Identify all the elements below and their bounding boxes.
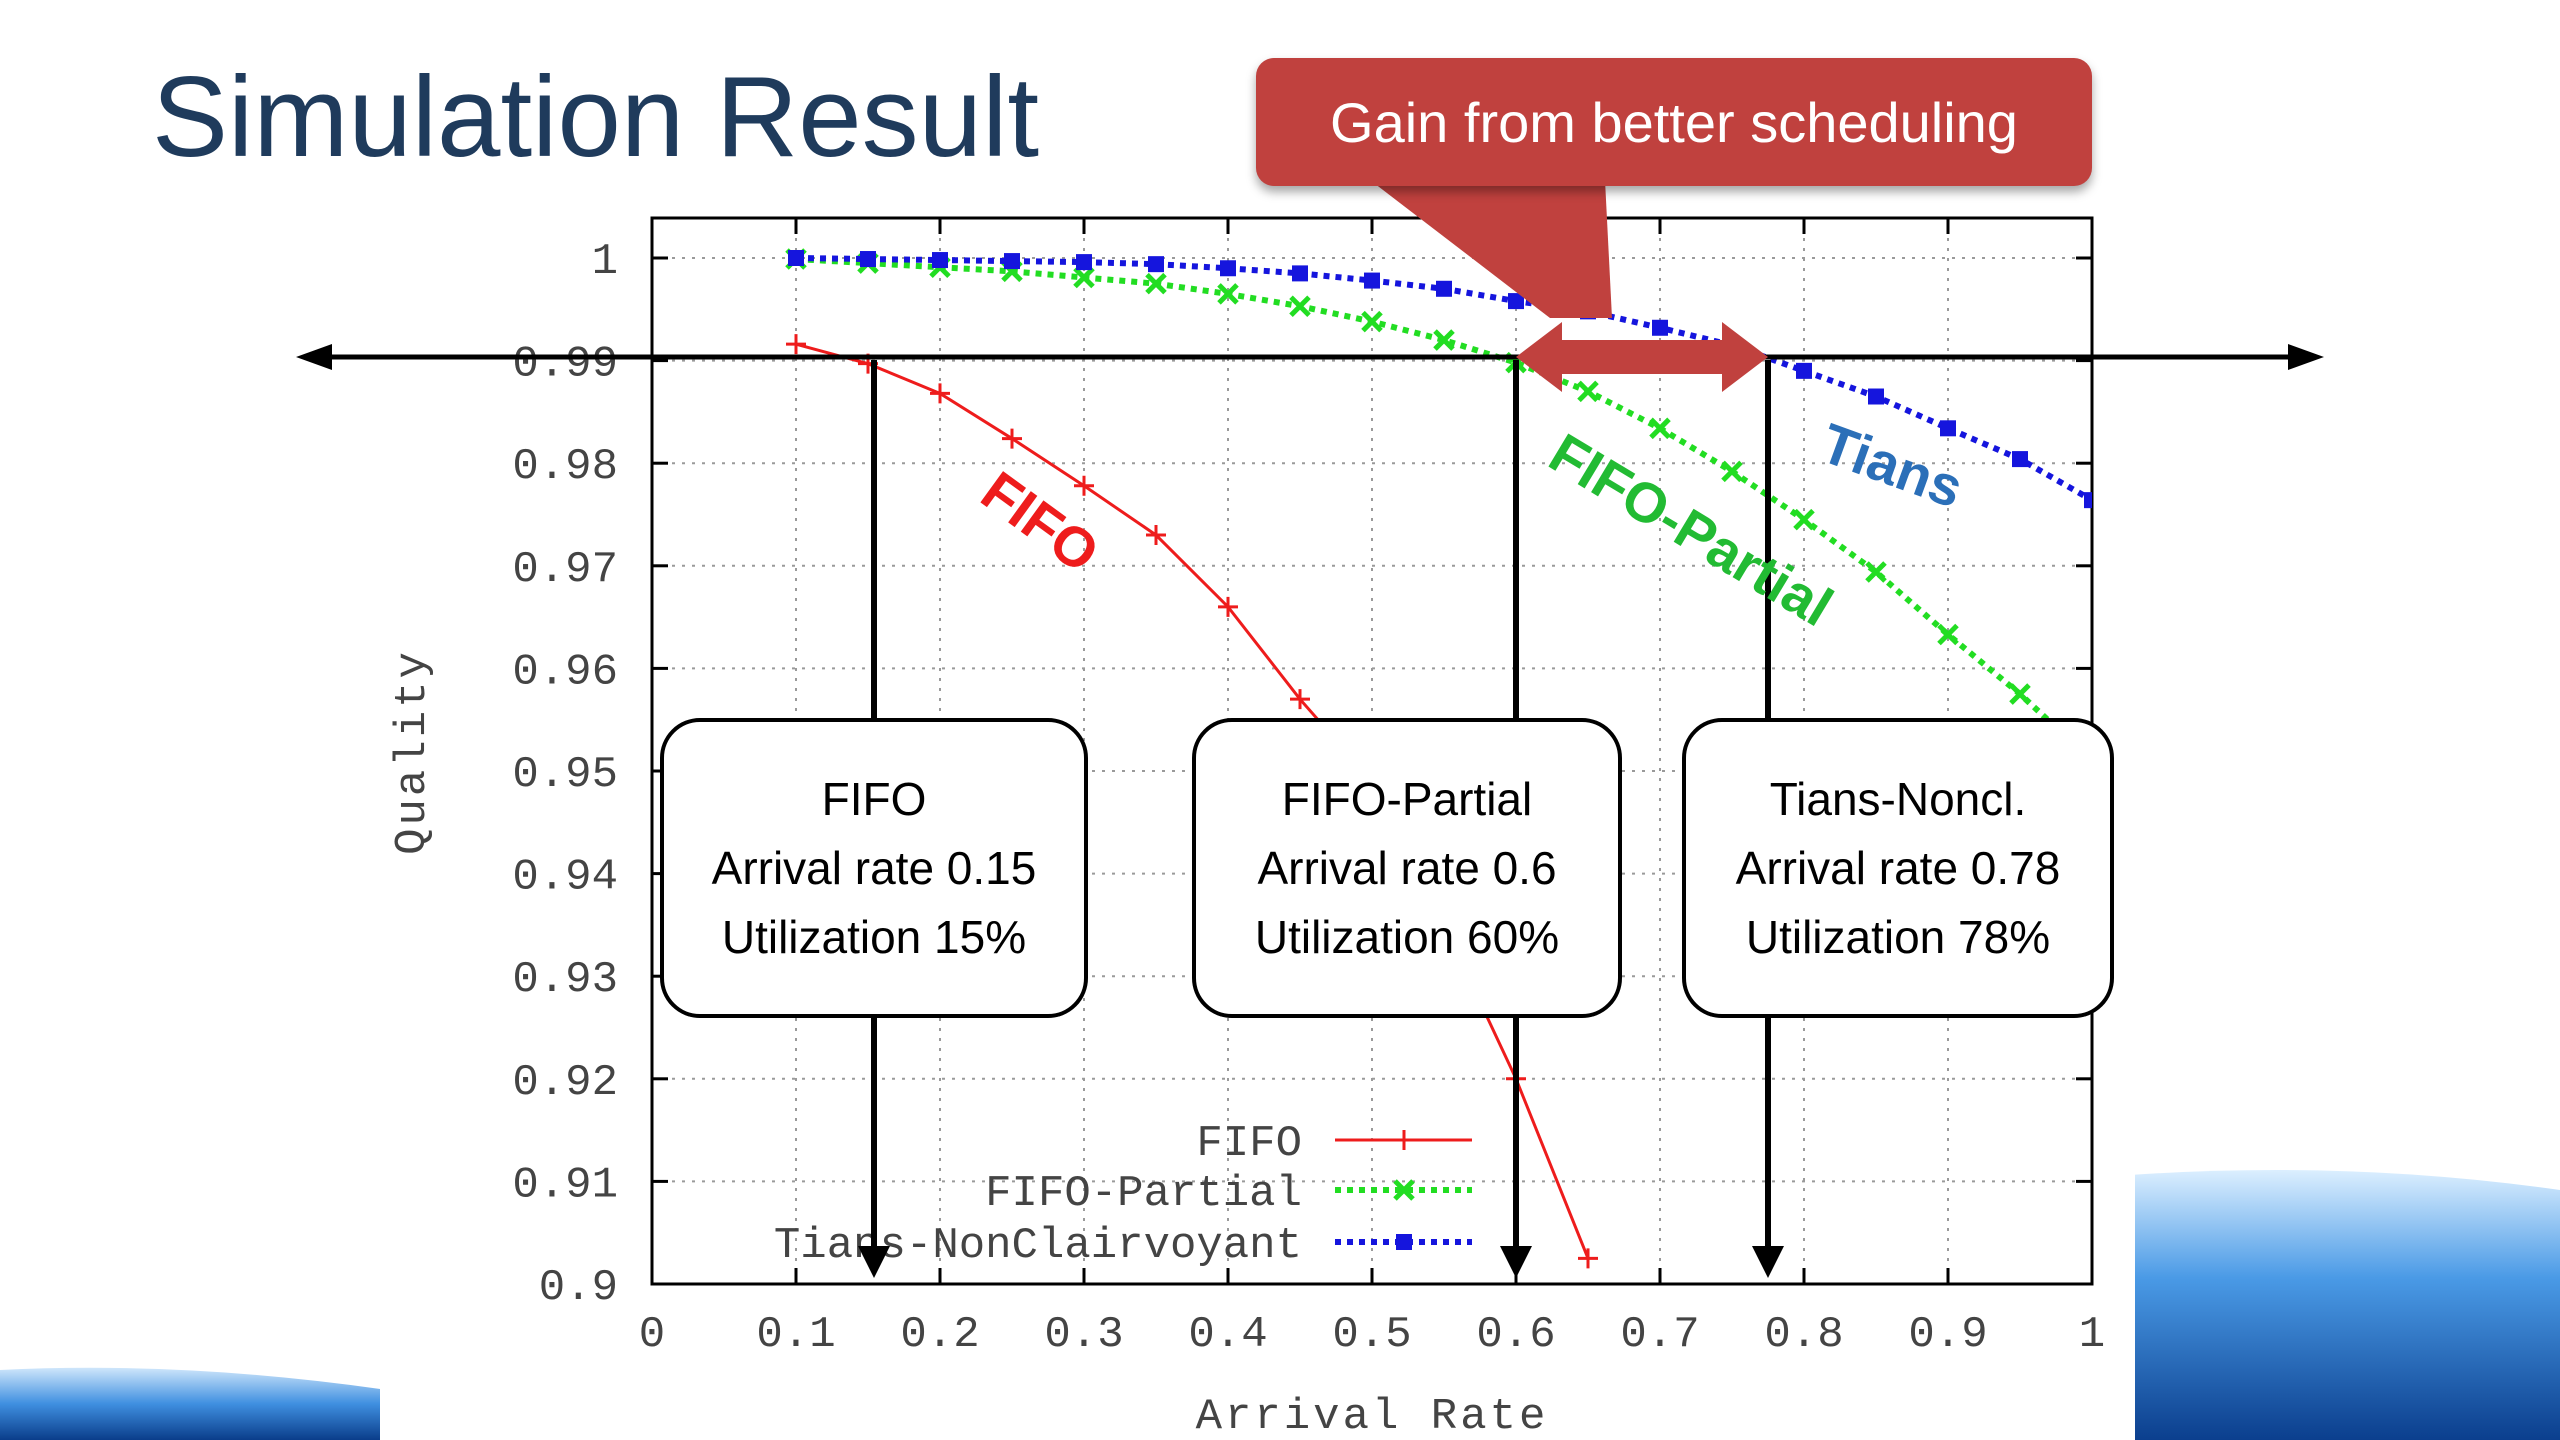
data-point-fifo-partial	[1649, 417, 1671, 440]
callout-tians-rate: Arrival rate 0.78	[1735, 841, 2061, 894]
data-point-tians-nonclairvoyant	[2012, 451, 2028, 468]
legend-marker-fifo	[1394, 1130, 1414, 1150]
x-tick-label: 0.6	[1476, 1310, 1555, 1360]
callout-tians-title: Tians-Noncl.	[1769, 772, 2027, 825]
x-tick-label: 0.5	[1332, 1310, 1411, 1360]
legend-label-fifo-partial: FIFO-Partial	[985, 1169, 1302, 1219]
y-tick-label: 0.98	[512, 442, 618, 492]
data-point-tians-nonclairvoyant	[1796, 362, 1812, 379]
x-tick-label: 0.8	[1764, 1310, 1843, 1360]
data-point-fifo	[1002, 428, 1022, 449]
data-point-tians-nonclairvoyant	[1652, 319, 1668, 336]
data-point-fifo	[1074, 475, 1094, 496]
data-point-fifo-partial	[1433, 329, 1455, 351]
data-point-tians-nonclairvoyant	[1292, 265, 1308, 282]
x-tick-label: 1	[2079, 1310, 2105, 1360]
data-point-fifo-partial	[1217, 283, 1239, 305]
y-tick-label: 0.97	[512, 545, 618, 595]
x-axis-label: Arrival Rate	[1196, 1392, 1549, 1440]
data-point-fifo-partial	[1361, 310, 1383, 333]
data-point-fifo-partial	[1937, 623, 1959, 646]
slide-title: Simulation Result	[152, 54, 1040, 181]
data-point-fifo-partial	[1793, 508, 1815, 531]
data-point-tians-nonclairvoyant	[1220, 260, 1236, 277]
callout-fifo-partial-util: Utilization 60%	[1254, 910, 1560, 963]
legend-marker-tians-nonclairvoyant	[1396, 1234, 1412, 1250]
y-tick-label: 0.93	[512, 955, 618, 1005]
data-point-fifo	[1218, 596, 1238, 617]
callout-fifo-partial-rate: Arrival rate 0.6	[1257, 841, 1557, 894]
data-point-fifo-partial	[1577, 380, 1599, 403]
data-point-tians-nonclairvoyant	[1364, 272, 1380, 289]
data-point-fifo-partial	[1721, 460, 1743, 483]
swoosh-left	[0, 1367, 420, 1440]
gain-banner-text: Gain from better scheduling	[1330, 90, 2018, 154]
data-point-fifo	[1290, 689, 1310, 710]
data-point-fifo	[786, 334, 806, 355]
y-tick-label: 0.92	[512, 1058, 618, 1108]
data-point-fifo-partial	[1145, 272, 1167, 295]
data-point-fifo	[1146, 525, 1166, 546]
data-point-tians-nonclairvoyant	[1076, 254, 1092, 271]
callout-tians: Tians-Noncl. Arrival rate 0.78 Utilizati…	[1682, 718, 2114, 1018]
callout-fifo-title: FIFO	[821, 772, 927, 825]
data-point-fifo	[1578, 1248, 1598, 1269]
callout-tians-util: Utilization 78%	[1745, 910, 2051, 963]
banner-pointer	[1370, 180, 1612, 318]
y-tick-label: 0.96	[512, 647, 618, 697]
data-point-tians-nonclairvoyant	[1508, 293, 1524, 310]
data-point-fifo	[930, 383, 950, 404]
data-point-tians-nonclairvoyant	[788, 250, 804, 266]
data-point-tians-nonclairvoyant	[1436, 280, 1452, 297]
data-point-tians-nonclairvoyant	[1940, 420, 1956, 437]
drop-arrow-fifo	[858, 1246, 890, 1278]
y-tick-label: 0.95	[512, 750, 618, 800]
drop-arrow-fifo-partial	[1500, 1246, 1532, 1278]
legend-label-tians-nonclairvoyant: Tians-NonClairvoyant	[774, 1221, 1302, 1271]
x-tick-label: 0.7	[1620, 1310, 1699, 1360]
y-tick-label: 0.9	[539, 1263, 618, 1313]
data-point-fifo-partial	[2009, 683, 2031, 705]
data-point-tians-nonclairvoyant	[932, 252, 948, 269]
gain-banner: Gain from better scheduling	[1256, 58, 2092, 186]
x-tick-label: 0.2	[900, 1310, 979, 1360]
callout-fifo-util: Utilization 15%	[721, 910, 1027, 963]
data-point-fifo-partial	[1289, 295, 1311, 317]
callout-fifo: FIFO Arrival rate 0.15 Utilization 15%	[660, 718, 1088, 1018]
x-tick-label: 0.3	[1044, 1310, 1123, 1360]
legend-marker-fifo-partial	[1393, 1179, 1415, 1201]
threshold-arrow-right	[2288, 344, 2324, 370]
y-tick-labels: 0.9 0.91 0.92 0.93 0.94 0.95 0.96 0.97 0.98 0.99 1	[512, 237, 618, 1313]
y-tick-label: 0.91	[512, 1160, 618, 1210]
y-tick-label: 1	[592, 237, 618, 287]
data-point-tians-nonclairvoyant	[2084, 492, 2092, 509]
x-tick-labels: 0 0.1 0.2 0.3 0.4 0.5 0.6 0.7 0.8 0.9 1	[639, 1310, 2105, 1360]
x-tick-label: 0.4	[1188, 1310, 1267, 1360]
drop-arrow-tians	[1752, 1246, 1784, 1278]
data-point-tians-nonclairvoyant	[1148, 256, 1164, 273]
data-point-tians-nonclairvoyant	[1868, 388, 1884, 405]
x-tick-label: 0.9	[1908, 1310, 1987, 1360]
gain-arrow	[1516, 322, 1768, 392]
y-tick-label: 0.99	[512, 340, 618, 390]
x-tick-label: 0.1	[756, 1310, 835, 1360]
y-tick-label: 0.94	[512, 853, 618, 903]
data-point-tians-nonclairvoyant	[1004, 253, 1020, 270]
callout-fifo-partial: FIFO-Partial Arrival rate 0.6 Utilizatio…	[1192, 718, 1622, 1018]
y-axis-label: Quality	[388, 649, 438, 855]
series-tians-nonclairvoyant	[788, 250, 2092, 509]
data-point-fifo-partial	[1073, 266, 1095, 289]
callout-fifo-rate: Arrival rate 0.15	[711, 841, 1037, 894]
swoosh-right	[2130, 1170, 2560, 1440]
data-point-fifo-partial	[1865, 561, 1887, 583]
threshold-arrow-left	[296, 344, 332, 370]
legend-label-fifo: FIFO	[1196, 1119, 1302, 1169]
x-tick-label: 0	[639, 1310, 665, 1360]
callout-fifo-partial-title: FIFO-Partial	[1281, 772, 1533, 825]
data-point-tians-nonclairvoyant	[860, 251, 876, 268]
